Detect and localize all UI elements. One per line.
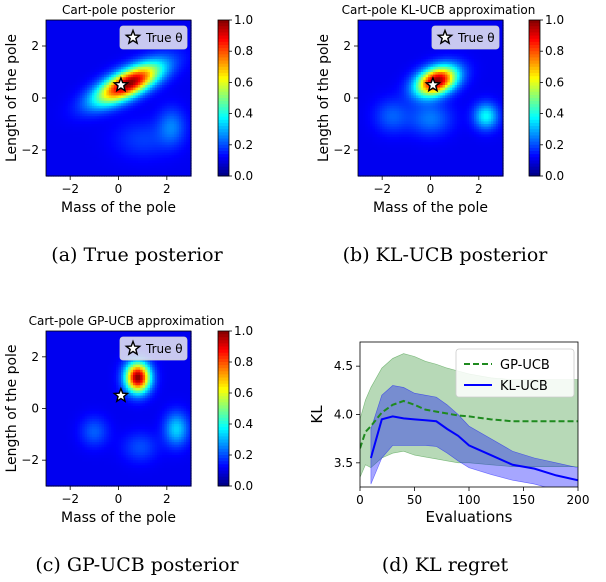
- y-tick-label: −2: [21, 143, 39, 157]
- y-tick-label: 0: [343, 91, 351, 105]
- true-theta-star: [424, 76, 442, 93]
- colorbar-tick-label: 0.4: [545, 107, 564, 121]
- legend-label: True θ: [457, 31, 495, 45]
- y-tick-label: 4.0: [334, 408, 353, 422]
- colorbar-tick-label: 0.0: [545, 169, 564, 183]
- colorbar-tick-label: 0.4: [234, 417, 253, 431]
- y-axis-label: KL: [308, 405, 326, 424]
- colorbar-frame: [217, 330, 230, 487]
- y-axis-label: Length of the pole: [4, 344, 20, 472]
- x-tick-label: −2: [61, 492, 79, 506]
- x-tick-label: 50: [407, 493, 422, 507]
- panel-title: Cart-pole KL-UCB approximation: [342, 3, 536, 17]
- colorbar-tick-label: 1.0: [545, 13, 564, 27]
- colorbar-tick-label: 0.6: [234, 386, 253, 400]
- x-tick-label: 2: [163, 492, 171, 506]
- colorbar-tick-label: 0.6: [545, 75, 564, 89]
- colorbar-tick-label: 1.0: [234, 324, 253, 338]
- x-axis-label: Mass of the pole: [61, 200, 176, 216]
- x-tick-label: 150: [512, 493, 535, 507]
- colorbar-tick-label: 0.2: [545, 138, 564, 152]
- line-panel: 0 50 100 150 200 3.5 4.0 4.5 Evaluations KL GP-UCB…: [308, 341, 590, 526]
- legend-label: GP-UCB: [500, 358, 550, 373]
- legend-star-icon: [124, 339, 142, 356]
- true-theta-star: [112, 76, 130, 93]
- colorbar-tick-label: 0.8: [234, 44, 253, 58]
- y-tick-label: 2: [343, 39, 351, 53]
- band-KL-UCB: [370, 385, 578, 487]
- legend: True θ: [119, 336, 188, 361]
- y-tick-label: 4.5: [334, 359, 353, 373]
- x-tick-label: 0: [115, 182, 123, 196]
- caption-b: (b) KL-UCB posterior: [342, 244, 548, 266]
- line-GP-UCB: [360, 399, 578, 449]
- heatmap-panel-1: Cart-pole KL-UCB approximation −2 0 2 −2 0 2 Ma…: [316, 3, 564, 216]
- x-tick-label: −2: [373, 182, 391, 196]
- colorbar-tick-label: 0.0: [234, 169, 253, 183]
- legend: GP-UCB KL-UCB: [455, 348, 575, 398]
- legend-label: True θ: [145, 31, 183, 45]
- colorbar-tick-label: 0.0: [234, 479, 253, 493]
- y-axis-label: Length of the pole: [316, 34, 332, 162]
- x-tick-label: 2: [475, 182, 483, 196]
- y-tick-label: 2: [31, 350, 39, 364]
- y-tick-label: 3.5: [334, 456, 353, 470]
- colorbar-tick-label: 1.0: [234, 13, 253, 27]
- panel-title: Cart-pole posterior: [62, 3, 175, 17]
- legend: True θ: [431, 25, 500, 50]
- y-tick-label: −2: [21, 453, 39, 467]
- legend-label: True θ: [145, 342, 183, 356]
- heatmap-panel-2: Cart-pole GP-UCB approximation −2 0 2 −2 0 2 Ma…: [4, 314, 253, 526]
- legend: True θ: [119, 25, 188, 50]
- x-tick-label: 0: [115, 492, 123, 506]
- x-axis-label: Mass of the pole: [61, 510, 176, 526]
- x-tick-label: 0: [356, 493, 364, 507]
- x-tick-label: 100: [458, 493, 481, 507]
- true-theta-star: [112, 386, 130, 403]
- x-tick-label: 200: [567, 493, 590, 507]
- colorbar-frame: [528, 19, 541, 177]
- caption-c: (c) GP-UCB posterior: [35, 554, 239, 576]
- colorbar-tick-label: 0.6: [234, 75, 253, 89]
- x-tick-label: −2: [61, 182, 79, 196]
- colorbar-tick-label: 0.4: [234, 107, 253, 121]
- colorbar-tick-label: 0.8: [234, 355, 253, 369]
- colorbar: 0.0 0.2 0.4 0.6 0.8 1.0: [217, 13, 253, 183]
- caption-d: (d) KL regret: [381, 554, 509, 576]
- colorbar-tick-label: 0.8: [545, 44, 564, 58]
- y-tick-label: −2: [333, 143, 351, 157]
- y-tick-label: 2: [31, 39, 39, 53]
- colorbar: 0.0 0.2 0.4 0.6 0.8 1.0: [528, 13, 564, 183]
- x-tick-label: 0: [427, 182, 435, 196]
- heatmap-cells: [46, 20, 192, 177]
- heatmap-panel-0: Cart-pole posterior −2 0 2 −2 0 2 Mass of the p…: [4, 3, 253, 216]
- x-axis-label: Mass of the pole: [373, 200, 488, 216]
- y-axis-label: Length of the pole: [4, 34, 20, 162]
- colorbar: 0.0 0.2 0.4 0.6 0.8 1.0: [217, 324, 253, 493]
- y-tick-label: 0: [31, 91, 39, 105]
- colorbar-tick-label: 0.2: [234, 448, 253, 462]
- legend-star-icon: [124, 28, 142, 45]
- y-tick-label: 0: [31, 402, 39, 416]
- x-tick-label: 2: [163, 182, 171, 196]
- panel-title: Cart-pole GP-UCB approximation: [29, 314, 225, 328]
- heatmap-cells: [358, 20, 504, 177]
- legend-label: KL-UCB: [500, 379, 548, 394]
- x-axis-label: Evaluations: [426, 508, 513, 526]
- colorbar-frame: [217, 19, 230, 177]
- caption-a: (a) True posterior: [51, 244, 223, 266]
- colorbar-tick-label: 0.2: [234, 138, 253, 152]
- legend-star-icon: [436, 28, 454, 45]
- line-KL-UCB: [369, 415, 578, 482]
